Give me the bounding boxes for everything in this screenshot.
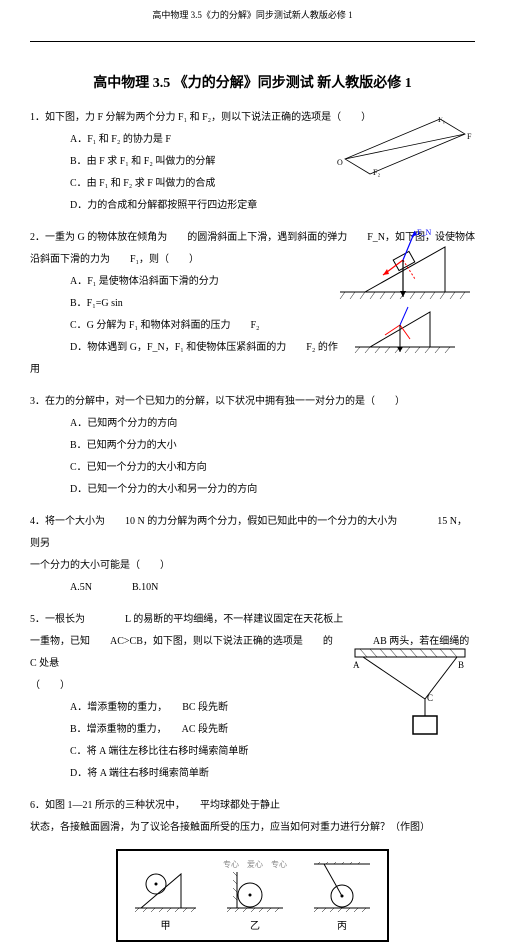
svg-text:O: O	[337, 158, 343, 167]
q3-option-b: B．已知两个分力的大小	[30, 435, 475, 457]
fig-yi: 专心 爱心 专心	[223, 859, 287, 932]
q3-stem: 3．在力的分解中，对一个已知力的分解，以下状况中拥有独一一对分力的是（ ）	[30, 391, 475, 413]
fig-label-bing: 丙	[312, 917, 372, 932]
q6-stem-1: 6．如图 1—21 所示的三种状况中， 平均球都处于静止	[30, 795, 475, 817]
q4-stem-1: 4．将一个大小为 10 N 的力分解为两个分力，假如已知此中的一个分力的大小为 …	[30, 511, 475, 555]
svg-text:A: A	[353, 660, 360, 670]
question-4: 4．将一个大小为 10 N 的力分解为两个分力，假如已知此中的一个分力的大小为 …	[30, 511, 475, 599]
page-header: 高中物理 3.5《力的分解》同步测试新人教版必修 1	[30, 8, 475, 21]
q5-option-d: D．将 A 端往右移时绳索简单断	[30, 763, 475, 785]
fig-label-yi: 乙	[223, 917, 287, 932]
q1-figure: O F₁ F F₂	[335, 117, 475, 185]
header-divider	[30, 41, 475, 42]
q3-option-c: C．已知一个分力的大小和方向	[30, 457, 475, 479]
brand-text: 专心 爱心 专心	[223, 859, 287, 870]
question-2: F_N	[30, 227, 475, 381]
q5-stem-1: 5．一根长为 L 的易断的平均细绳，不一样建议固定在天花板上	[30, 609, 475, 631]
svg-text:B: B	[458, 660, 464, 670]
q3-option-d: D．已知一个分力的大小和另一分力的方向	[30, 479, 475, 501]
q5-figure: A B C	[345, 644, 475, 747]
q2-figure: F_N	[335, 227, 475, 365]
q6-figure-box: 甲 专心 爱心 专心	[30, 849, 475, 942]
fig-jia: 甲	[133, 862, 198, 932]
question-3: 3．在力的分解中，对一个已知力的分解，以下状况中拥有独一一对分力的是（ ） A．…	[30, 391, 475, 501]
q4-options-row: A.5N B.10N	[30, 577, 475, 599]
q6-stem-2: 状态，各接触面圆滑，为了议论各接触面所受的压力，应当如何对重力进行分解？（作图）	[30, 817, 475, 839]
main-title: 高中物理 3.5 《力的分解》同步测试 新人教版必修 1	[30, 72, 475, 92]
q4-stem-2: 一个分力的大小可能是（ ）	[30, 555, 475, 577]
fig-bing: 丙	[312, 862, 372, 932]
svg-text:C: C	[427, 693, 433, 703]
fig-label-jia: 甲	[133, 917, 198, 932]
svg-text:F₂: F₂	[373, 168, 380, 177]
svg-text:F_N: F_N	[417, 228, 431, 237]
q1-option-d: D．力的合成和分解都按照平行四边形定章	[30, 195, 475, 217]
question-1: O F₁ F F₂ 1．如下图，力 F 分解为两个分力 F₁ 和 F₂，则以下说…	[30, 107, 475, 217]
question-6: 6．如图 1—21 所示的三种状况中， 平均球都处于静止 状态，各接触面圆滑，为…	[30, 795, 475, 839]
question-5: A B C 5．一根长为 L 的易断的平均细绳，不一样建议固定在天花板上 一重物…	[30, 609, 475, 785]
svg-text:F₁: F₁	[438, 117, 445, 124]
svg-text:F: F	[467, 132, 472, 141]
q3-option-a: A．已知两个分力的方向	[30, 413, 475, 435]
